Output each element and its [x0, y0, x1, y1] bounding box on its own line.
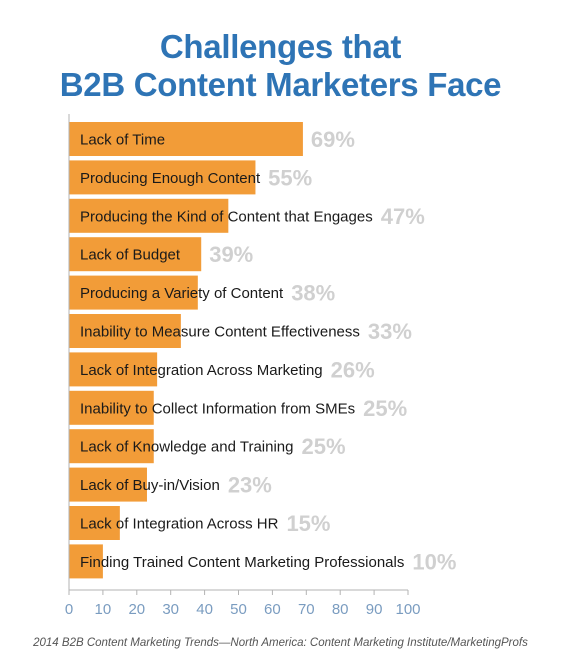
value-label: 39%	[209, 242, 253, 267]
category-label: Inability to Measure Content Effectivene…	[80, 324, 360, 341]
value-label: 55%	[268, 165, 312, 190]
x-tick-label: 40	[196, 601, 213, 618]
x-tick-label: 100	[395, 601, 420, 618]
value-label: 69%	[311, 127, 355, 152]
bar	[69, 352, 158, 387]
x-tick-label: 0	[65, 601, 73, 618]
value-label: 33%	[368, 319, 412, 344]
value-label: 47%	[381, 204, 425, 229]
value-label: 25%	[363, 396, 407, 421]
x-tick-label: 10	[95, 601, 112, 618]
chart-title-line-1: Challenges that	[159, 28, 402, 65]
x-tick-label: 60	[264, 601, 281, 618]
x-tick-label: 80	[332, 601, 349, 618]
category-label: Producing a Variety of Content	[80, 285, 284, 302]
category-label: Lack of Integration Across Marketing	[80, 362, 323, 379]
value-label: 23%	[228, 473, 272, 498]
bar	[69, 544, 103, 579]
category-label: Lack of Buy-in/Vision	[80, 477, 220, 494]
value-label: 26%	[331, 357, 375, 382]
category-label: Lack of Knowledge and Training	[80, 439, 293, 456]
bar	[69, 122, 303, 156]
value-label: 15%	[286, 511, 330, 536]
category-label: Producing the Kind of Content that Engag…	[80, 208, 373, 225]
x-tick-label: 50	[230, 601, 247, 618]
value-label: 38%	[291, 281, 335, 306]
value-label: 10%	[412, 549, 456, 574]
category-label: Inability to Collect Information from SM…	[80, 400, 355, 417]
bar	[69, 506, 120, 540]
chart-title-line-2: B2B Content Marketers Face	[59, 66, 502, 103]
category-label: Finding Trained Content Marketing Profes…	[80, 554, 404, 571]
x-tick-label: 70	[298, 601, 315, 618]
category-label: Lack of Time	[80, 132, 165, 149]
bar	[69, 160, 256, 195]
bar	[69, 429, 154, 464]
bar	[69, 275, 198, 310]
x-tick-label: 20	[128, 601, 145, 618]
bar	[69, 198, 229, 233]
x-tick-label: 90	[366, 601, 383, 618]
bar	[69, 467, 147, 502]
bar-chart: Lack of Time 69% Producing Enough Content 5…	[65, 114, 456, 618]
category-label: Lack of Integration Across HR	[80, 516, 279, 533]
bar	[69, 314, 181, 348]
chart-source: 2014 B2B Content Marketing Trends—North …	[33, 637, 528, 649]
category-label: Lack of Budget	[80, 247, 181, 264]
bar	[69, 390, 154, 425]
bar	[69, 237, 202, 272]
category-label: Producing Enough Content	[80, 170, 261, 187]
value-label: 25%	[301, 434, 345, 459]
x-tick-label: 30	[162, 601, 179, 618]
